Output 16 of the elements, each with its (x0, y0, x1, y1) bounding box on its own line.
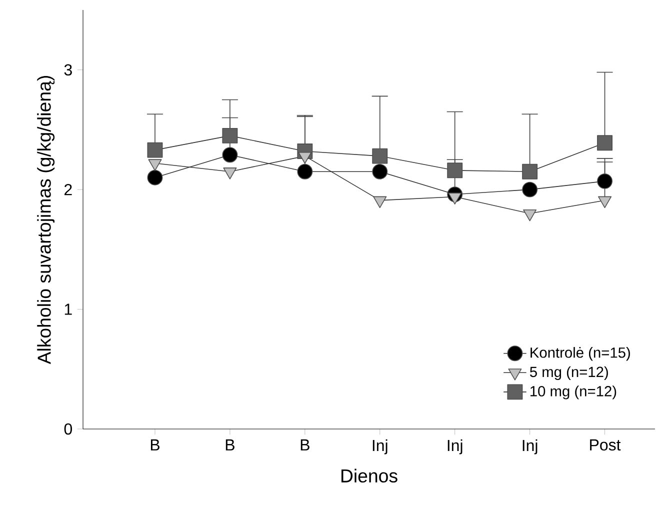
y-tick-label: 3 (64, 64, 72, 76)
x-tick-label: Inj (522, 439, 538, 454)
x-tick-label: Inj (448, 439, 462, 454)
legend-label: Kontrolė (n=15) (530, 347, 630, 361)
x-tick-label: B (226, 439, 234, 450)
x-tick-label: B (150, 439, 160, 450)
legend-label: 10 mg (n=12) (530, 386, 616, 400)
y-tick-label: 0 (64, 423, 72, 435)
legend-label: 5 mg (n=12) (530, 366, 608, 380)
y-axis-title: Alkoholio suvartojimas (g/kg/dieną) (37, 76, 55, 364)
y-tick-label: 2 (64, 184, 72, 196)
x-tick-label: Post (590, 439, 621, 451)
x-axis-title: Dienos (341, 468, 398, 483)
x-tick-label: Inj (372, 439, 388, 454)
y-tick-label: 1 (64, 304, 72, 315)
x-tick-label: B (300, 439, 310, 450)
